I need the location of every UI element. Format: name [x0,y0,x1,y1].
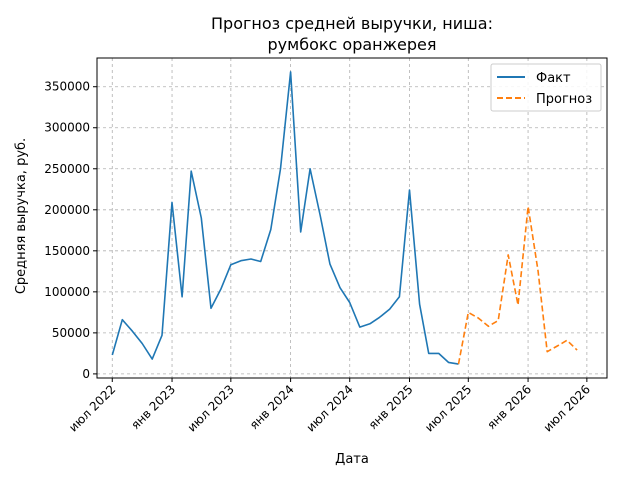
y-axis: 0 50000 100000 150000 200000 250000 300000 3500… [44,80,97,381]
y-tick-label: 350000 [44,80,90,94]
y-tick-label: 250000 [44,162,90,176]
legend-label-fact: Факт [536,71,571,86]
x-tick-label: янв 2023 [128,382,178,432]
legend-label-forecast: Прогноз [536,92,592,107]
x-tick-label: янв 2024 [247,382,297,432]
chart-title-line-2: румбокс оранжерея [268,35,437,54]
y-axis-label: Средняя выручка, руб. [14,138,29,294]
x-tick-label: июл 2025 [422,382,474,434]
y-tick-label: 150000 [44,244,90,258]
x-axis: июл 2022 янв 2023 июл 2023 янв 2024 июл 2024… [66,378,593,435]
y-tick-label: 300000 [44,121,90,135]
y-tick-label: 0 [82,367,90,381]
x-tick-label: янв 2026 [484,382,534,432]
x-axis-label: Дата [335,452,369,467]
series-line-fact [111,71,459,365]
x-tick-label: июл 2022 [66,382,118,434]
series-line-forecast [457,205,578,365]
chart-title-line-1: Прогноз средней выручки, ниша: [211,14,493,33]
y-tick-label: 200000 [44,203,90,217]
legend: Факт Прогноз [490,63,602,112]
x-tick-label: июл 2024 [304,382,356,434]
legend-box [490,63,602,112]
y-tick-label: 50000 [52,326,90,340]
y-tick-label: 100000 [44,285,90,299]
x-tick-label: июл 2026 [541,382,593,434]
series-layer [111,71,578,365]
x-tick-label: июл 2023 [185,382,237,434]
x-tick-label: янв 2025 [366,382,416,432]
plot-area [96,57,608,379]
